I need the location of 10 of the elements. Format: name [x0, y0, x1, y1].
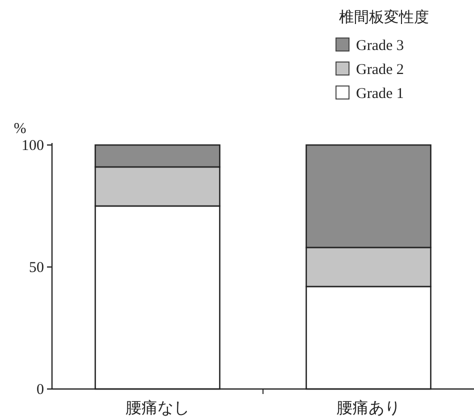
y-axis-title: % [14, 121, 26, 137]
text: Grade 1 [356, 86, 404, 102]
y-tick-label: 0 [36, 382, 44, 398]
y-tick-label: 50 [29, 260, 44, 276]
y-tick-label: 100 [22, 138, 44, 154]
legend-title: 椎間板変性度 [339, 9, 429, 26]
x-tick-label: 腰痛あり [336, 399, 400, 417]
legend-label: Grade 3 [356, 38, 404, 54]
legend-label: Grade 2 [356, 62, 404, 78]
x-tick-label: 腰痛なし [126, 399, 190, 417]
